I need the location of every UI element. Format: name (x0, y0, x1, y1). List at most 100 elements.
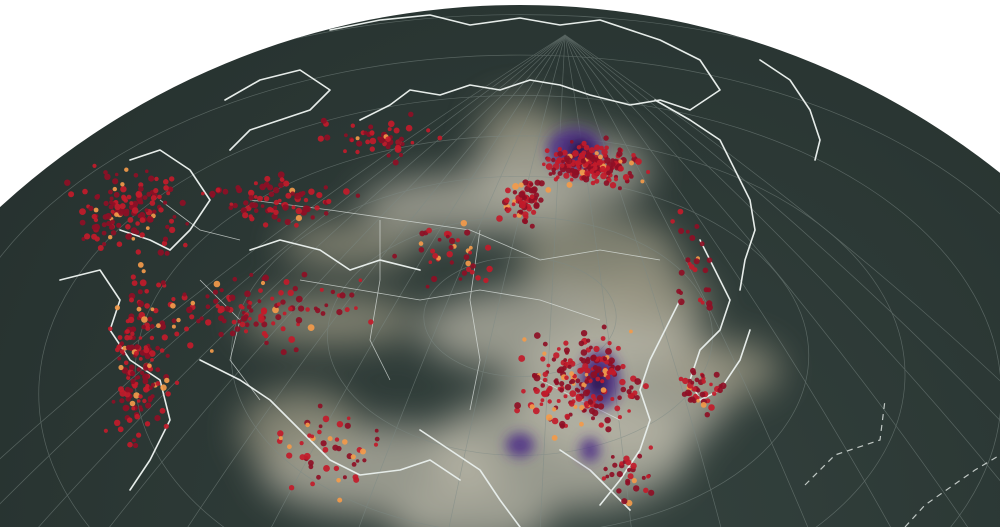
fire-hotspot (242, 212, 249, 219)
meridian-line (564, 34, 1000, 527)
fire-hotspot (603, 180, 610, 186)
fire-hotspot (339, 292, 346, 299)
fire-hotspot (125, 224, 131, 230)
fire-hotspot (578, 340, 585, 347)
fire-hotspot (189, 314, 195, 320)
fire-hotspot (598, 422, 604, 428)
fire-hotspot (540, 383, 546, 388)
fire-hotspot (534, 179, 541, 186)
fire-hotspot (145, 226, 150, 231)
fire-hotspot (332, 444, 339, 451)
fire-hotspot (486, 265, 493, 273)
fire-hotspot (627, 409, 631, 413)
fire-hotspot (108, 224, 115, 230)
fire-hotspot (138, 357, 143, 361)
fire-hotspot (278, 436, 283, 441)
fire-hotspot (103, 428, 108, 433)
fire-hotspot (148, 385, 153, 390)
fire-hotspot (243, 314, 249, 319)
fire-hotspot (129, 201, 134, 206)
fire-hotspot (121, 194, 127, 200)
fire-hotspot (551, 435, 558, 441)
fire-hotspot (600, 379, 605, 384)
fire-hotspot (248, 189, 255, 197)
fire-hotspot (337, 497, 343, 503)
fire-hotspot (394, 146, 402, 153)
fire-hotspot (248, 300, 253, 306)
haze-patch (590, 270, 710, 330)
fire-hotspot (270, 296, 275, 301)
fire-hotspot (717, 387, 723, 394)
fire-hotspot (464, 229, 471, 236)
fire-hotspot (410, 140, 415, 145)
fire-hotspot (418, 247, 425, 253)
meridian-line (372, 34, 566, 527)
fire-hotspot (112, 178, 119, 185)
fire-hotspot (437, 135, 443, 141)
fire-hotspot (575, 160, 581, 167)
fire-hotspot (151, 209, 157, 215)
fire-hotspot (699, 241, 705, 247)
fire-hotspot (533, 374, 541, 382)
fire-hotspot (572, 150, 579, 157)
fire-hotspot (632, 390, 638, 396)
fire-hotspot (678, 298, 685, 306)
fire-hotspot (303, 197, 309, 203)
fire-hotspot (542, 371, 548, 377)
fire-hotspot (273, 205, 278, 210)
fire-hotspot (280, 299, 286, 305)
fire-hotspot (573, 404, 578, 409)
fire-hotspot (299, 454, 306, 461)
fire-hotspot (144, 353, 151, 360)
fire-hotspot (322, 446, 329, 453)
fire-hotspot (284, 218, 291, 226)
fire-hotspot (603, 153, 608, 158)
fire-hotspot (261, 276, 266, 281)
fire-hotspot (294, 192, 302, 200)
fire-hotspot (150, 195, 157, 201)
fire-hotspot (350, 454, 356, 460)
fire-hotspot (249, 308, 254, 313)
fire-hotspot (137, 213, 143, 219)
fire-hotspot (293, 347, 299, 353)
fire-hotspot (531, 209, 537, 215)
fire-hotspot (350, 123, 355, 128)
fire-hotspot (101, 230, 107, 236)
fire-hotspot (446, 251, 453, 258)
fire-hotspot (126, 417, 133, 424)
fire-hotspot (130, 372, 135, 377)
fire-hotspot (185, 222, 189, 226)
fire-hotspot (470, 263, 476, 269)
coastline (759, 59, 821, 161)
fire-hotspot (605, 374, 611, 380)
fire-hotspot (569, 177, 574, 182)
fire-hotspot (603, 466, 608, 472)
fire-hotspot (576, 165, 581, 169)
fire-hotspot (460, 220, 467, 227)
fire-hotspot (578, 152, 586, 159)
fire-hotspot (122, 404, 130, 412)
fire-hotspot (249, 216, 255, 222)
fire-hotspot (570, 162, 575, 167)
fire-hotspot (97, 245, 104, 251)
fire-hotspot (700, 373, 705, 378)
fire-hotspot (521, 389, 526, 394)
fire-hotspot (373, 442, 379, 447)
fire-hotspot (355, 193, 361, 198)
fire-hotspot (111, 399, 116, 404)
fire-hotspot (627, 473, 634, 480)
fire-hotspot (374, 428, 379, 433)
fire-hotspot (448, 245, 454, 250)
fire-hotspot (182, 292, 187, 297)
fire-hotspot (563, 172, 570, 179)
meridian-line (564, 34, 1000, 527)
fire-hotspot (355, 459, 360, 463)
fire-hotspot (116, 241, 123, 247)
fire-hotspot (398, 152, 404, 158)
fire-hotspot (143, 345, 148, 350)
fire-hotspot (563, 358, 568, 362)
fire-hotspot (642, 383, 649, 390)
fire-hotspot (117, 356, 122, 361)
fire-hotspot (368, 319, 374, 325)
